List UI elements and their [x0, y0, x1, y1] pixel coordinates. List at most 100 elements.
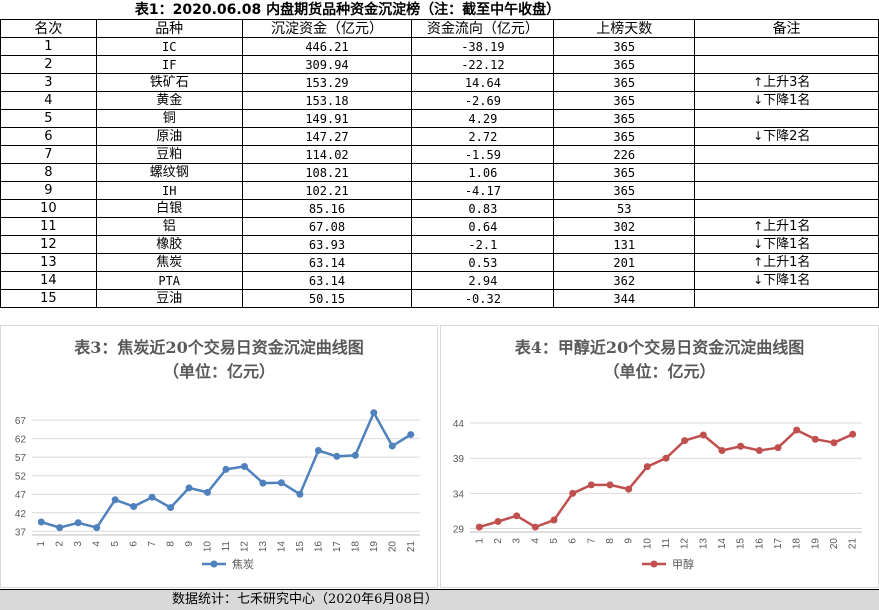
days-cell: 365: [553, 91, 696, 110]
y-tick-label: 57: [15, 453, 27, 464]
x-tick-label: 9: [184, 541, 195, 547]
name-cell: 螺纹钢: [95, 163, 243, 182]
flow-cell: -0.32: [411, 289, 555, 308]
x-tick-label: 9: [624, 538, 635, 544]
data-point: [849, 430, 857, 438]
table-row: 10 白银 85.16 0.83 53: [0, 199, 879, 218]
x-tick-label: 21: [848, 538, 859, 550]
name-cell: IH: [95, 181, 243, 200]
arrow-down-icon: ↓: [753, 237, 764, 251]
y-tick-label: 29: [453, 524, 465, 535]
arrow-down-icon: ↓: [753, 93, 764, 107]
name-cell: 原油: [95, 127, 243, 146]
flow-cell: 4.29: [411, 109, 555, 128]
name-cell: IC: [95, 37, 243, 56]
rank-cell: 8: [0, 163, 97, 182]
fund-cell: 114.02: [241, 145, 413, 164]
flow-cell: -38.19: [411, 37, 555, 56]
table-row: 13 焦炭 63.14 0.53 201 ↑上升1名: [0, 253, 879, 272]
x-tick-label: 8: [166, 541, 177, 547]
arrow-down-icon: ↓: [753, 129, 764, 143]
data-point: [351, 451, 359, 459]
fund-cell: 63.14: [241, 253, 413, 272]
days-cell: 302: [553, 217, 696, 236]
name-cell: 橡胶: [95, 235, 243, 254]
table-row: 8 螺纹钢 108.21 1.06 365: [0, 163, 879, 182]
legend-label: 甲醇: [672, 557, 694, 571]
x-tick-label: 12: [239, 541, 250, 553]
table-row: 3 铁矿石 153.29 14.64 365 ↑上升3名: [0, 73, 879, 92]
note-cell: [694, 163, 879, 182]
days-cell: 365: [553, 181, 696, 200]
note-cell: [694, 37, 879, 56]
fund-cell: 102.21: [241, 181, 413, 200]
days-cell: 365: [553, 109, 696, 128]
name-cell: 铝: [95, 217, 243, 236]
data-point: [718, 446, 726, 454]
data-point: [314, 447, 322, 455]
data-point: [737, 442, 745, 450]
x-tick-label: 1: [474, 538, 485, 544]
rank-cell: 3: [0, 73, 97, 92]
data-point: [277, 479, 285, 487]
header-name: 品种: [95, 19, 243, 38]
rank-cell: 10: [0, 199, 97, 218]
rank-cell: 5: [0, 109, 97, 128]
name-cell: 铁矿石: [95, 73, 243, 92]
header-rank: 名次: [0, 19, 97, 38]
note-text: 下降1名: [763, 237, 811, 252]
header-flow: 资金流向（亿元）: [411, 19, 555, 38]
chart-title: 表4：甲醇近20个交易日资金沉淀曲线图: [514, 338, 805, 357]
x-tick-label: 12: [680, 538, 691, 550]
x-tick-label: 16: [754, 538, 765, 550]
header-note: 备注: [694, 19, 879, 38]
y-tick-label: 62: [15, 435, 27, 446]
table-row: 15 豆油 50.15 -0.32 344: [0, 289, 879, 308]
data-point: [513, 512, 521, 520]
fund-cell: 149.91: [241, 109, 413, 128]
chart-title: 表3：焦炭近20个交易日资金沉淀曲线图: [74, 338, 364, 357]
arrow-up-icon: ↑: [753, 255, 764, 269]
flow-cell: -2.1: [411, 235, 555, 254]
fund-cell: 63.14: [241, 271, 413, 290]
rank-cell: 9: [0, 181, 97, 200]
x-tick-label: 6: [568, 538, 579, 544]
data-point: [662, 454, 670, 462]
flow-cell: 0.64: [411, 217, 555, 236]
note-cell: ↓下降1名: [694, 271, 879, 290]
data-point: [74, 519, 82, 527]
x-tick-label: 14: [276, 541, 287, 553]
x-tick-label: 11: [221, 541, 232, 552]
x-tick-label: 20: [387, 541, 398, 553]
table-row: 7 豆粕 114.02 -1.59 226: [0, 145, 879, 164]
x-tick-label: 21: [406, 541, 417, 553]
y-tick-label: 42: [15, 509, 27, 520]
name-cell: 黄金: [95, 91, 243, 110]
table-row: 11 铝 67.08 0.64 302 ↑上升1名: [0, 217, 879, 236]
name-cell: 焦炭: [95, 253, 243, 272]
x-tick-label: 10: [203, 541, 214, 553]
chart-panel-methanol: 表4：甲醇近20个交易日资金沉淀曲线图 （单位：亿元） 29 34 39 44 1 2 3 4…: [440, 325, 879, 588]
flow-cell: -1.59: [411, 145, 555, 164]
flow-cell: 0.83: [411, 199, 555, 218]
y-tick-label: 67: [15, 416, 27, 427]
data-point: [56, 524, 64, 532]
rank-cell: 15: [0, 289, 97, 308]
y-tick-label: 47: [15, 490, 27, 501]
data-point: [185, 484, 193, 492]
table-body: 1 IC 446.21 -38.19 365 2 IF 309.94 -22.12 365 3 铁矿石…: [0, 37, 879, 308]
fund-cell: 153.29: [241, 73, 413, 92]
name-cell: PTA: [95, 271, 243, 290]
x-tick-label: 17: [332, 541, 343, 553]
legend-marker-icon: [650, 560, 658, 568]
x-tick-label: 16: [313, 541, 324, 553]
series-line: [478, 428, 854, 529]
data-point: [296, 490, 304, 498]
x-tick-label: 7: [147, 541, 158, 547]
rank-cell: 4: [0, 91, 97, 110]
note-text: 上升1名: [763, 219, 811, 234]
x-tick-label: 10: [642, 538, 653, 550]
data-point: [370, 409, 378, 417]
y-tick-label: 34: [453, 489, 465, 500]
